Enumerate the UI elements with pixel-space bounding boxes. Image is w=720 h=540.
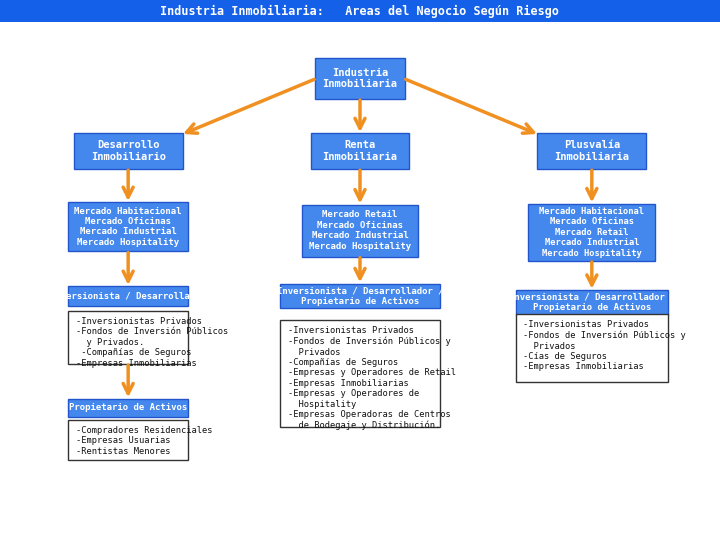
FancyBboxPatch shape xyxy=(68,311,188,364)
Text: Industria Inmobiliaria:   Areas del Negocio Según Riesgo: Industria Inmobiliaria: Areas del Negoci… xyxy=(161,4,559,17)
Text: Inversionista / Desarrollador: Inversionista / Desarrollador xyxy=(50,292,206,300)
FancyBboxPatch shape xyxy=(516,290,668,315)
FancyBboxPatch shape xyxy=(302,205,418,256)
FancyBboxPatch shape xyxy=(73,133,183,169)
FancyBboxPatch shape xyxy=(281,284,440,308)
Text: Propietario de Activos: Propietario de Activos xyxy=(69,403,187,412)
Text: Plusvalía
Inmobiliaria: Plusvalía Inmobiliaria xyxy=(554,140,629,162)
Text: Industria
Inmobiliaria: Industria Inmobiliaria xyxy=(323,68,397,89)
FancyBboxPatch shape xyxy=(68,202,188,252)
FancyBboxPatch shape xyxy=(281,320,440,427)
FancyBboxPatch shape xyxy=(0,0,720,22)
Text: -Compradores Residenciales
-Empresas Usuarias
-Rentistas Menores: -Compradores Residenciales -Empresas Usu… xyxy=(76,426,212,456)
FancyBboxPatch shape xyxy=(68,399,188,417)
Text: Mercado Habitacional
Mercado Oficinas
Mercado Industrial
Mercado Hospitality: Mercado Habitacional Mercado Oficinas Me… xyxy=(74,207,182,247)
Text: Mercado Retail
Mercado Oficinas
Mercado Industrial
Mercado Hospitality: Mercado Retail Mercado Oficinas Mercado … xyxy=(309,211,411,251)
FancyBboxPatch shape xyxy=(537,133,647,169)
FancyBboxPatch shape xyxy=(516,314,668,382)
Text: -Inversionistas Privados
-Fondos de Inversión Públicos y
  Privados
-Cías de Seg: -Inversionistas Privados -Fondos de Inve… xyxy=(523,320,686,372)
Text: Inversionista / Desarrollador /
Propietario de Activos: Inversionista / Desarrollador / Propieta… xyxy=(276,286,444,306)
FancyBboxPatch shape xyxy=(68,420,188,460)
Text: -Inversionistas Privados
-Fondos de Inversión Públicos
  y Privados.
 -Compañías: -Inversionistas Privados -Fondos de Inve… xyxy=(76,317,228,368)
FancyBboxPatch shape xyxy=(315,58,405,99)
Text: -Inversionistas Privados
-Fondos de Inversión Públicos y
  Privados
-Compañías d: -Inversionistas Privados -Fondos de Inve… xyxy=(288,326,456,430)
Text: Renta
Inmobiliaria: Renta Inmobiliaria xyxy=(323,140,397,162)
Text: Desarrollo
Inmobiliario: Desarrollo Inmobiliario xyxy=(91,140,166,162)
Text: Mercado Habitacional
Mercado Oficinas
Mercado Retail
Mercado Industrial
Mercado : Mercado Habitacional Mercado Oficinas Me… xyxy=(539,207,644,258)
FancyBboxPatch shape xyxy=(68,286,188,306)
FancyBboxPatch shape xyxy=(311,133,409,169)
FancyBboxPatch shape xyxy=(528,204,655,261)
Text: Inversionista / Desarrollador /
Propietario de Activos: Inversionista / Desarrollador / Propieta… xyxy=(508,293,675,312)
